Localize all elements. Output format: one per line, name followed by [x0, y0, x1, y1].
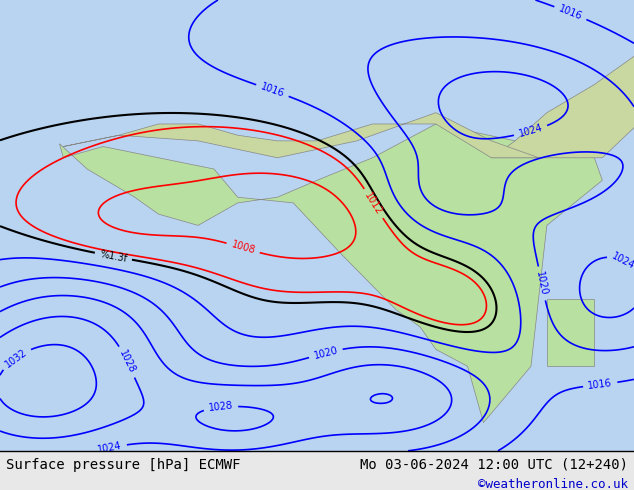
Text: 1024: 1024 — [97, 441, 123, 455]
Text: 1008: 1008 — [230, 240, 256, 256]
Text: 1016: 1016 — [259, 82, 286, 99]
Text: Mo 03-06-2024 12:00 UTC (12+240): Mo 03-06-2024 12:00 UTC (12+240) — [359, 458, 628, 471]
Text: 1032: 1032 — [3, 346, 29, 369]
Polygon shape — [60, 124, 602, 422]
Polygon shape — [491, 56, 634, 158]
Text: %1.3f: %1.3f — [99, 249, 128, 264]
Polygon shape — [547, 299, 595, 367]
Polygon shape — [63, 113, 539, 158]
Text: 1016: 1016 — [557, 4, 584, 22]
Text: 1024: 1024 — [517, 123, 544, 139]
Text: ©weatheronline.co.uk: ©weatheronline.co.uk — [477, 478, 628, 490]
Text: 1020: 1020 — [534, 270, 549, 296]
Text: 1028: 1028 — [117, 348, 137, 375]
Text: Surface pressure [hPa] ECMWF: Surface pressure [hPa] ECMWF — [6, 458, 241, 471]
Text: 1016: 1016 — [588, 378, 613, 391]
Text: 1024: 1024 — [611, 251, 634, 271]
Text: 1028: 1028 — [208, 401, 234, 414]
Text: 1012: 1012 — [363, 191, 384, 217]
Text: 1020: 1020 — [313, 345, 339, 361]
